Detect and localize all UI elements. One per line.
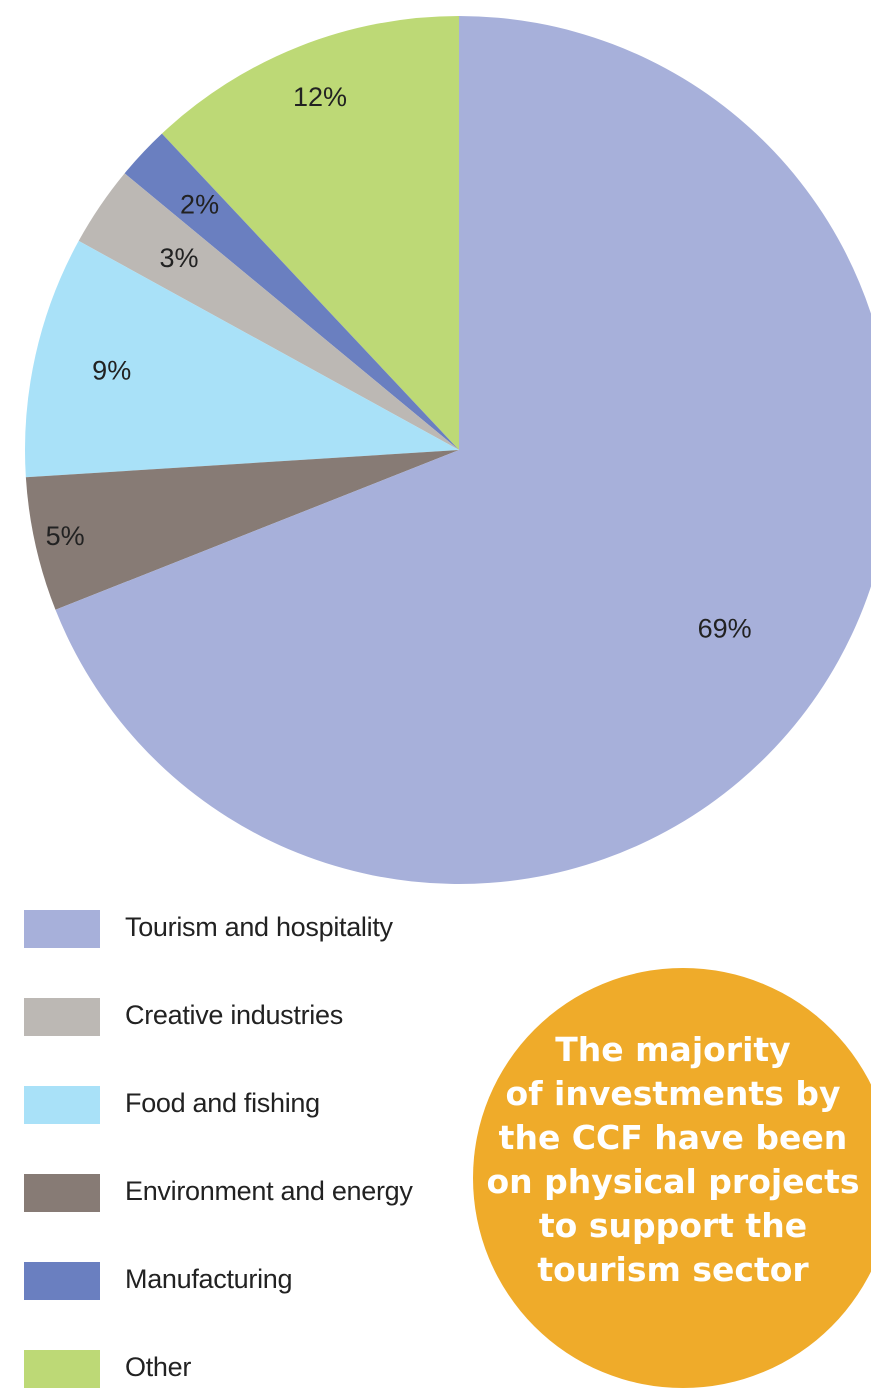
legend-item-environment: Environment and energy bbox=[24, 1174, 464, 1214]
legend-swatch bbox=[24, 1350, 100, 1388]
legend-swatch bbox=[24, 910, 100, 948]
legend-item-food: Food and fishing bbox=[24, 1086, 464, 1126]
legend-item-tourism: Tourism and hospitality bbox=[24, 910, 464, 950]
legend-swatch bbox=[24, 1262, 100, 1300]
callout-line: the CCF have been bbox=[473, 1116, 871, 1160]
slice-label: 12% bbox=[293, 82, 347, 112]
callout-circle: The majority of investments by the CCF h… bbox=[473, 968, 871, 1388]
slice-label: 69% bbox=[698, 614, 752, 644]
slice-label: 2% bbox=[180, 190, 219, 220]
legend-swatch bbox=[24, 1174, 100, 1212]
legend-label: Manufacturing bbox=[125, 1264, 292, 1295]
callout-line: tourism sector bbox=[473, 1248, 871, 1292]
callout-line: of investments by bbox=[473, 1072, 871, 1116]
callout-text: The majority of investments by the CCF h… bbox=[473, 1028, 871, 1292]
slice-label: 9% bbox=[92, 355, 131, 385]
legend-swatch bbox=[24, 998, 100, 1036]
slice-label: 5% bbox=[46, 521, 85, 551]
callout-line: to support the bbox=[473, 1204, 871, 1248]
legend-item-creative: Creative industries bbox=[24, 998, 464, 1038]
callout-line: on physical projects bbox=[473, 1160, 871, 1204]
legend-label: Environment and energy bbox=[125, 1176, 413, 1207]
legend-swatch bbox=[24, 1086, 100, 1124]
legend-label: Other bbox=[125, 1352, 191, 1383]
legend-item-manufacturing: Manufacturing bbox=[24, 1262, 464, 1302]
slice-label: 3% bbox=[160, 243, 199, 273]
legend-label: Tourism and hospitality bbox=[125, 912, 393, 943]
pie-chart: 12% 2% 3% 9% 5% 69% bbox=[0, 0, 871, 900]
legend-label: Food and fishing bbox=[125, 1088, 320, 1119]
legend-item-other: Other bbox=[24, 1350, 464, 1390]
legend-label: Creative industries bbox=[125, 1000, 343, 1031]
callout-line: The majority bbox=[473, 1028, 871, 1072]
